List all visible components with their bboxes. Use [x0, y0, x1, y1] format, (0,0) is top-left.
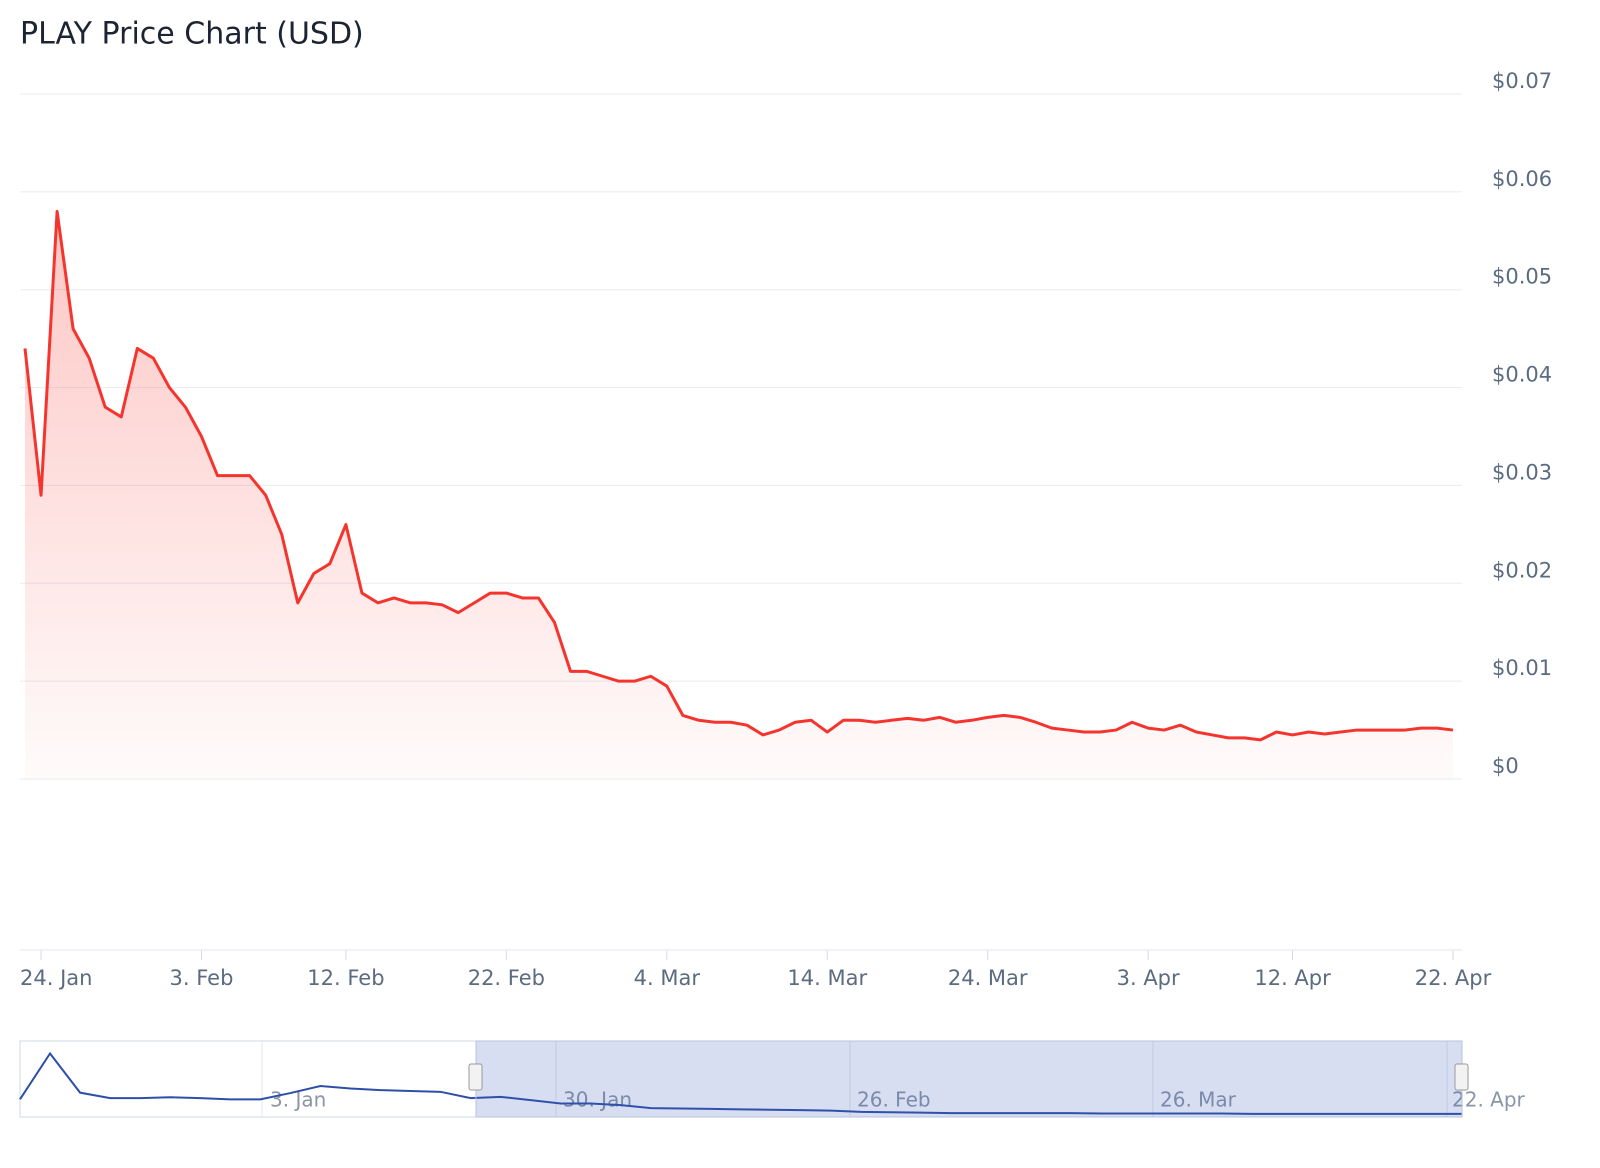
- navigator-handle-right[interactable]: [1454, 1063, 1469, 1091]
- x-tick-label: 4. Mar: [634, 966, 701, 990]
- navigator-handle-left[interactable]: [468, 1063, 483, 1091]
- price-area: [25, 211, 1453, 779]
- x-tick-label: 22. Apr: [1415, 966, 1492, 990]
- navigator-frame: [19, 1040, 1463, 1118]
- x-tick-label: 24. Jan: [20, 966, 92, 990]
- x-tick-label: 3. Feb: [170, 966, 234, 990]
- x-tick-label: 14. Mar: [787, 966, 867, 990]
- x-tick-label: 12. Apr: [1254, 966, 1331, 990]
- navigator-tick-label: 26. Mar: [1160, 1088, 1237, 1112]
- chart-title: PLAY Price Chart (USD): [20, 17, 364, 52]
- y-tick-label: $0.02: [1492, 558, 1552, 582]
- navigator-line: [19, 1051, 1462, 1115]
- x-tick-label: 22. Feb: [468, 966, 545, 990]
- y-tick-label: $0: [1492, 754, 1519, 778]
- x-tick-label: 24. Mar: [948, 966, 1028, 990]
- navigator-tick-label: 26. Feb: [857, 1088, 931, 1112]
- navigator-tick-label: 22. Apr: [1452, 1088, 1526, 1112]
- y-tick-label: $0.06: [1492, 167, 1552, 191]
- y-tick-label: $0.01: [1492, 656, 1552, 680]
- y-tick-label: $0.03: [1492, 460, 1552, 484]
- y-tick-label: $0.04: [1492, 363, 1552, 387]
- x-tick-label: 3. Apr: [1117, 966, 1180, 990]
- y-tick-label: $0.05: [1492, 265, 1552, 289]
- x-tick-label: 12. Feb: [307, 966, 384, 990]
- y-tick-label: $0.07: [1492, 69, 1552, 93]
- navigator-tick-label: 30. Jan: [563, 1088, 632, 1112]
- price-line: [23, 209, 1454, 742]
- navigator-selection[interactable]: [475, 1040, 1463, 1118]
